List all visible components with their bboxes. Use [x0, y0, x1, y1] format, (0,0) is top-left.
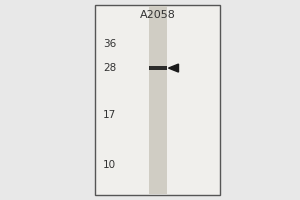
- Bar: [95, 5, 220, 195]
- Text: A2058: A2058: [140, 10, 175, 20]
- Bar: [148, 6, 166, 194]
- Text: 36: 36: [103, 39, 116, 49]
- Polygon shape: [169, 64, 178, 72]
- Text: 28: 28: [103, 63, 116, 73]
- Bar: [148, 66, 166, 70]
- Text: 10: 10: [103, 160, 116, 170]
- Text: 17: 17: [103, 110, 116, 120]
